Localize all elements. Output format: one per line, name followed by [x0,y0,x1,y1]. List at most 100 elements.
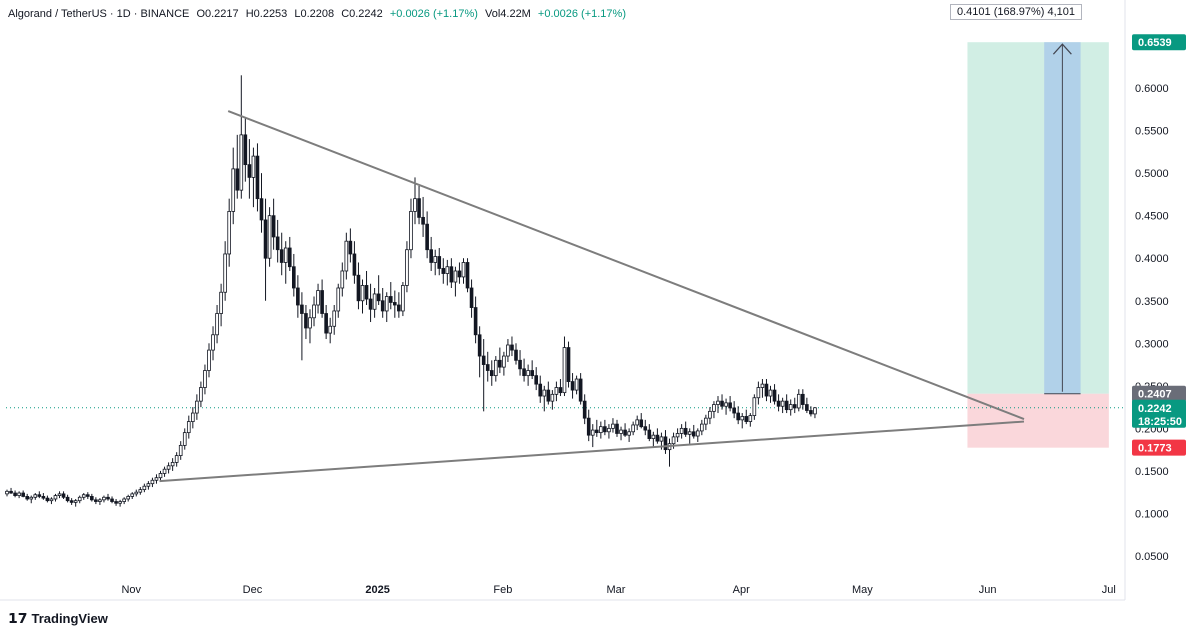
loss-zone[interactable] [967,393,1109,448]
candle-body [251,155,256,178]
candle-body [510,344,514,351]
candle-body [453,270,458,283]
candle-body [788,404,793,411]
candle-body [716,400,720,405]
candle-body [481,355,486,365]
candle-body [405,249,409,286]
candle-body [813,407,817,415]
candle-body [178,444,183,456]
candle-body [578,378,583,402]
candle-body [215,313,219,336]
y-tick-label: 0.3500 [1135,296,1169,308]
tradingview-logo[interactable]: 𝟭𝟳 TradingView [8,610,108,627]
candle-body [65,496,70,502]
candle-body [21,492,25,497]
target-price-tag [1132,34,1186,51]
candle-body [554,387,559,395]
candle-body [166,465,171,470]
candle-body [255,155,260,200]
candle-body [170,461,175,467]
resistance-trendline[interactable] [227,110,1025,420]
candle-body [283,247,288,263]
candle-body [502,355,506,368]
current-price-tag-label: 0.2242 [1138,403,1172,415]
y-tick-label: 0.4500 [1135,211,1169,223]
candle-body [308,317,312,329]
tradingview-logo-text: TradingView [31,611,108,626]
candle-body [328,325,332,334]
candle-body [566,347,571,382]
y-tick-label: 0.1000 [1135,508,1169,520]
candle-body [110,498,114,502]
candle-body [477,334,482,357]
candle-body [235,168,240,191]
candle-body [29,496,34,500]
candle-body [425,223,429,251]
candle-body [37,494,42,497]
candle-body [700,423,704,432]
candle-body [437,256,442,269]
candle-body [465,262,470,289]
candle-body [607,427,611,433]
candle-body [122,498,126,502]
candle-body [332,310,337,327]
candle-body [801,393,805,405]
candle-body [582,400,587,419]
candle-body [263,219,268,259]
candle-body [469,287,474,308]
candle-body [732,407,736,414]
candle-body [324,313,328,334]
x-tick-label: 2025 [365,584,389,596]
candle-body [647,429,652,439]
close-value: C0.2242 [341,8,383,20]
candle-body [203,370,207,388]
measure-label: 0.4101 (168.97%) 4,101 [950,4,1083,20]
candle-body [550,393,555,402]
candle-body [401,285,405,312]
candle-body [41,496,46,499]
y-tick-label: 0.4000 [1135,253,1169,265]
candle-body [243,134,248,166]
low-value: L0.2208 [294,8,335,20]
candle-body [191,412,195,422]
y-tick-label: 0.3000 [1135,338,1169,350]
candle-body [421,216,425,225]
candle-body [81,494,86,498]
change-value: +0.0026 (+1.17%) [389,8,478,20]
candle-body [259,198,264,221]
candle-body [219,291,223,314]
candle-body [752,397,757,417]
candle-body [768,389,773,397]
candle-body [530,370,534,377]
candle-body [287,247,292,268]
candle-body [223,253,227,293]
candle-body [663,436,668,451]
candle-body [417,198,421,218]
support-trendline[interactable] [159,420,1025,483]
candle-body [61,493,66,498]
symbol-title[interactable]: Algorand / TetherUS · 1D · BINANCE [8,8,190,20]
candle-body [659,436,664,442]
candle-body [356,274,361,302]
candle-body [142,485,147,491]
candle-body [275,236,280,251]
profit-zone[interactable] [967,42,1109,394]
candle-body [809,410,813,415]
candle-body [102,496,106,501]
candle-body [590,429,595,436]
candle-body [207,349,211,371]
candle-body [784,400,789,411]
candle-body [360,285,365,302]
candle-body [683,427,688,435]
candle-body [506,344,510,357]
candle-body [514,349,518,361]
candle-body [704,417,708,425]
candle-body [409,211,413,251]
candle-body [73,500,78,503]
candle-body [158,473,163,479]
candle-body [348,240,353,255]
candle-body [154,477,159,481]
candle-body [162,468,167,474]
